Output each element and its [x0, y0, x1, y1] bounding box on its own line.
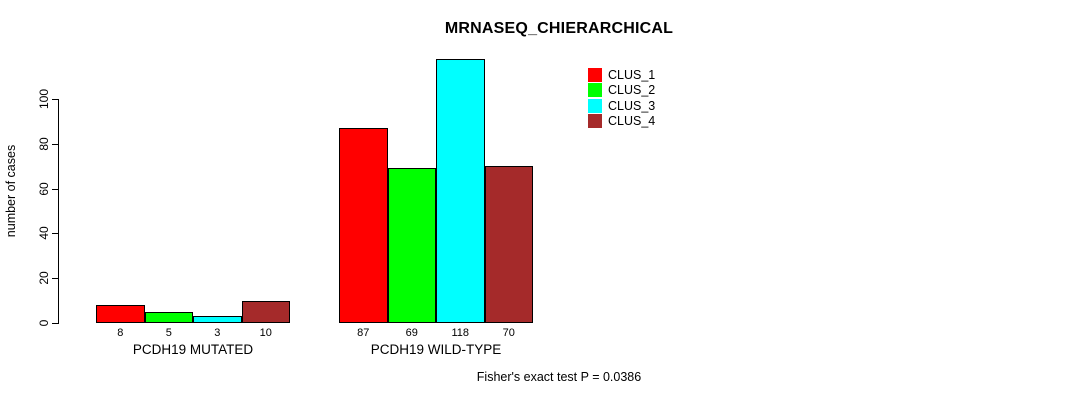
y-tick-label: 80: [37, 137, 51, 151]
legend-row-clus_1: CLUS_1: [588, 67, 655, 83]
bar-clus_2-wild-type: [387, 168, 436, 323]
bar-value-label: 8: [117, 327, 124, 339]
bar-value-label: 87: [357, 327, 370, 339]
legend-label: CLUS_1: [608, 67, 656, 82]
legend-row-clus_3: CLUS_3: [588, 98, 655, 114]
y-tick-mark: [52, 143, 59, 145]
y-tick-label: 0: [37, 319, 51, 327]
bar-clus_4-wild-type: [484, 166, 533, 323]
legend-swatch-clus_2: [588, 83, 602, 98]
y-axis-label: number of cases: [4, 144, 18, 238]
y-tick-label: 100: [37, 88, 51, 110]
legend-row-clus_2: CLUS_2: [588, 83, 655, 99]
y-tick-label: 20: [37, 271, 51, 285]
legend-swatch-clus_1: [588, 67, 602, 82]
bar-clus_3-mutated: [193, 316, 242, 323]
legend: CLUS_1 CLUS_2 CLUS_3 CLUS_4: [588, 67, 655, 129]
bar-clus_3-wild-type: [436, 59, 485, 323]
bar-value-label: 3: [214, 327, 221, 339]
y-tick-mark: [52, 278, 59, 280]
legend-label: CLUS_4: [608, 114, 656, 129]
y-tick-label: 40: [37, 226, 51, 241]
legend-label: CLUS_3: [608, 98, 656, 113]
bar-value-label: 70: [502, 327, 515, 339]
bar-clus_2-mutated: [144, 312, 193, 323]
bar-value-label: 69: [405, 327, 418, 339]
bar-clus_1-mutated: [96, 305, 145, 323]
y-tick-mark: [52, 323, 59, 324]
legend-swatch-clus_4: [588, 114, 602, 129]
bar-value-label: 118: [451, 327, 470, 339]
y-tick-mark: [52, 188, 59, 190]
y-axis-line: [58, 99, 59, 324]
chart-title: MRNASEQ_CHIERARCHICAL: [444, 20, 674, 37]
bar-value-label: 10: [259, 327, 272, 339]
bar-clus_4-mutated: [241, 301, 290, 323]
group-label-wild-type: PCDH19 WILD-TYPE: [370, 342, 502, 357]
bar-value-label: 5: [165, 327, 172, 339]
legend-label: CLUS_2: [608, 83, 656, 98]
bar-clus_1-wild-type: [339, 128, 388, 323]
y-tick-label: 60: [37, 181, 51, 196]
legend-swatch-clus_3: [588, 98, 602, 113]
y-tick-mark: [52, 233, 59, 235]
legend-row-clus_4: CLUS_4: [588, 114, 655, 130]
annotation-text: Fisher's exact test P = 0.0386: [476, 370, 642, 384]
y-tick-mark: [52, 99, 59, 100]
group-label-mutated: PCDH19 MUTATED: [132, 342, 254, 357]
